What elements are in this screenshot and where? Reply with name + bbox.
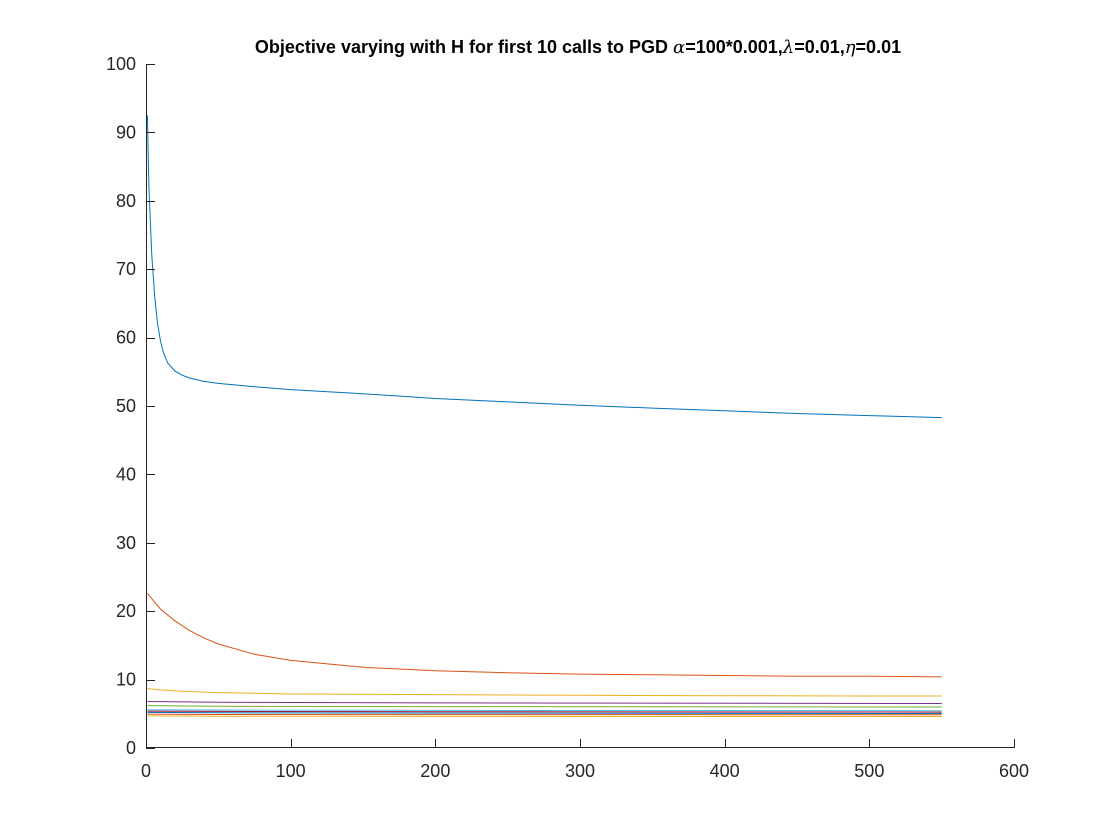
series-line-4 <box>147 701 942 704</box>
y-tick-label: 50 <box>116 396 136 416</box>
y-tick-label: 100 <box>106 54 136 74</box>
chart-title-lambda-symbol: λ <box>782 37 794 58</box>
y-tick-label: 0 <box>126 738 136 758</box>
series-line-8 <box>147 711 942 714</box>
y-tick-label: 60 <box>116 328 136 348</box>
series-line-3 <box>147 688 942 697</box>
series-line-9 <box>147 713 942 716</box>
chart-title-alpha-value: =100*0.001, <box>685 37 783 57</box>
x-axis-ticks: 0 100 200 300 400 500 600 <box>141 739 1029 781</box>
x-tick-label: 200 <box>420 761 450 781</box>
series-line-7 <box>147 710 942 713</box>
y-tick-label: 70 <box>116 259 136 279</box>
series-line-5 <box>147 705 942 708</box>
x-tick-label: 300 <box>565 761 595 781</box>
y-axis-ticks: 0 10 20 30 40 50 60 70 80 90 100 <box>106 54 155 758</box>
series-line-10 <box>147 715 942 717</box>
chart-title-eta-symbol: η <box>845 37 856 58</box>
y-tick-label: 30 <box>116 533 136 553</box>
chart-title-eta-value: =0.01 <box>856 37 902 57</box>
series-layer <box>146 115 942 717</box>
series-line-6 <box>147 709 942 712</box>
series-line-1 <box>146 115 942 419</box>
y-tick-label: 20 <box>116 601 136 621</box>
series-line-2 <box>147 593 942 678</box>
y-tick-label: 80 <box>116 191 136 211</box>
y-tick-label: 90 <box>116 122 136 142</box>
y-tick-label: 10 <box>116 670 136 690</box>
chart-title-lambda-value: =0.01, <box>794 37 845 57</box>
x-tick-label: 400 <box>710 761 740 781</box>
x-tick-label: 500 <box>854 761 884 781</box>
x-tick-label: 0 <box>141 761 151 781</box>
chart-title: Objective varying with H for first 10 ca… <box>255 37 901 58</box>
x-tick-label: 600 <box>999 761 1029 781</box>
chart-title-alpha-symbol: α <box>673 37 685 58</box>
chart-title-prefix: Objective varying with H for first 10 ca… <box>255 37 673 57</box>
y-tick-label: 40 <box>116 464 136 484</box>
x-tick-label: 100 <box>276 761 306 781</box>
